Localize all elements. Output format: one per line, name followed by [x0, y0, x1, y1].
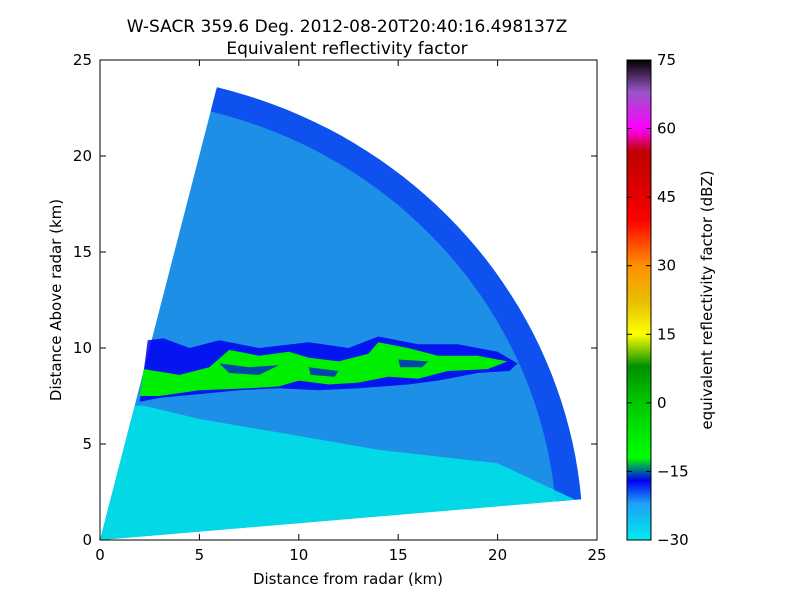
x-axis-label: Distance from radar (km) [253, 570, 443, 588]
scan-outer-edge [210, 87, 582, 502]
plot-frame [99, 59, 598, 541]
x-tick-label: 15 [389, 546, 408, 564]
cloud-gap [308, 367, 339, 377]
colorbar-tick-label: −30 [657, 531, 689, 549]
colorbar-tick-label: 60 [657, 120, 676, 138]
colorbar-label: equivalent reflectivity factor (dBZ) [698, 170, 716, 429]
colorbar-tick-label: 75 [657, 51, 676, 69]
colorbar-tick-label: 15 [657, 325, 676, 343]
chart-title: W-SACR 359.6 Deg. 2012-08-20T20:40:16.49… [127, 17, 567, 37]
colorbar-tick-label: 0 [657, 394, 667, 412]
x-tick-label: 5 [195, 546, 205, 564]
y-axis: 0 5 10 15 20 25 [73, 51, 597, 549]
chart-subtitle: Equivalent reflectivity factor [226, 39, 467, 59]
y-axis-label: Distance Above radar (km) [47, 199, 65, 401]
colorbar-ticks: 75 60 45 30 15 0 −15 −30 [627, 51, 689, 549]
x-tick-label: 0 [95, 546, 105, 564]
colorbar-tick-label: 30 [657, 257, 676, 275]
colorbar-tick-label: −15 [657, 462, 689, 480]
y-tick-label: 20 [73, 147, 92, 165]
cloud-layer-core [139, 342, 508, 396]
cloud-gap [219, 363, 279, 375]
x-axis: 0 5 10 15 20 25 [95, 60, 607, 564]
y-tick-label: 25 [73, 51, 92, 69]
y-tick-label: 0 [82, 531, 92, 549]
y-tick-label: 10 [73, 339, 92, 357]
near-range-region [100, 405, 576, 540]
y-tick-label: 5 [82, 435, 92, 453]
cloud-gap [398, 359, 428, 368]
colorbar [626, 59, 652, 541]
x-tick-label: 10 [289, 546, 308, 564]
reflectivity-field [100, 87, 582, 540]
colorbar-tick-label: 45 [657, 188, 676, 206]
x-tick-label: 20 [488, 546, 507, 564]
x-tick-label: 25 [587, 546, 606, 564]
y-tick-label: 15 [73, 243, 92, 261]
